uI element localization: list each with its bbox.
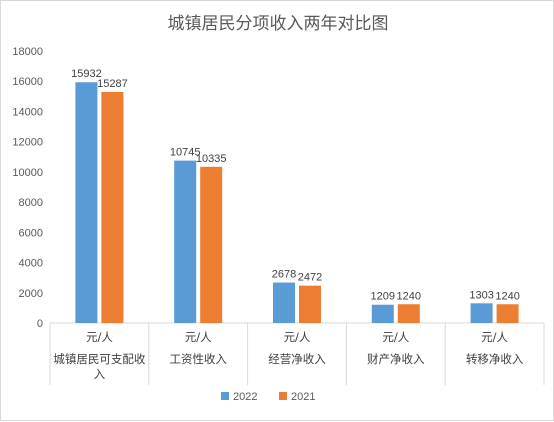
data-label: 1240 bbox=[397, 290, 421, 302]
data-label: 15287 bbox=[97, 78, 128, 90]
legend-swatch-2021 bbox=[279, 392, 287, 400]
x-category-label: 工资性收入 bbox=[169, 352, 227, 366]
data-label: 1209 bbox=[371, 291, 395, 303]
data-label: 1240 bbox=[495, 290, 519, 302]
bars bbox=[75, 82, 519, 323]
x-category-label: 城镇居民可支配收 bbox=[53, 352, 145, 366]
y-tick-label: 10000 bbox=[12, 167, 43, 179]
data-label: 10335 bbox=[196, 153, 227, 165]
bar-2022 bbox=[273, 282, 295, 323]
x-category-label: 财产净收入 bbox=[367, 352, 425, 366]
x-unit-label: 元/人 bbox=[284, 330, 311, 344]
x-unit-label: 元/人 bbox=[481, 330, 508, 344]
x-category-label: 经营净收入 bbox=[268, 352, 326, 366]
data-label: 15932 bbox=[71, 68, 102, 80]
bar-2021 bbox=[101, 91, 124, 323]
y-tick-label: 16000 bbox=[12, 76, 43, 88]
x-category-label: 转移净收入 bbox=[466, 352, 524, 366]
data-label: 10745 bbox=[170, 147, 201, 159]
legend-swatch-2022 bbox=[221, 392, 229, 400]
data-label: 2472 bbox=[298, 272, 322, 284]
bar-2021 bbox=[299, 285, 321, 323]
bar-2021 bbox=[496, 304, 519, 323]
y-tick-label: 6000 bbox=[19, 227, 43, 239]
y-tick-label: 18000 bbox=[12, 46, 43, 58]
legend-label-2022: 2022 bbox=[233, 391, 257, 403]
chart-title: 城镇居民分项收入两年对比图 bbox=[168, 14, 389, 34]
y-tick-label: 4000 bbox=[19, 258, 43, 270]
data-label: 2678 bbox=[272, 269, 296, 281]
bar-2022 bbox=[75, 82, 98, 323]
y-tick-label: 12000 bbox=[12, 137, 43, 149]
bar-2021 bbox=[397, 304, 420, 323]
data-label: 1303 bbox=[469, 289, 493, 301]
bar-2021 bbox=[200, 166, 223, 323]
legend-label-2021: 2021 bbox=[291, 391, 315, 403]
bar-2022 bbox=[174, 160, 197, 323]
bar-2022 bbox=[470, 303, 493, 323]
x-unit-label: 元/人 bbox=[185, 330, 212, 344]
legend: 2022 2021 bbox=[221, 391, 315, 403]
y-tick-label: 8000 bbox=[19, 197, 43, 209]
bar-2022 bbox=[371, 304, 394, 323]
x-unit-label: 元/人 bbox=[382, 330, 409, 344]
x-unit-label: 元/人 bbox=[86, 330, 113, 344]
y-tick-label: 0 bbox=[37, 318, 43, 330]
y-tick-label: 2000 bbox=[19, 288, 43, 300]
axes: 0 2000 4000 6000 8000 10000 12000 14000 16000 180… bbox=[12, 46, 545, 385]
x-category-label: 入 bbox=[94, 367, 106, 381]
y-tick-label: 14000 bbox=[12, 106, 43, 118]
